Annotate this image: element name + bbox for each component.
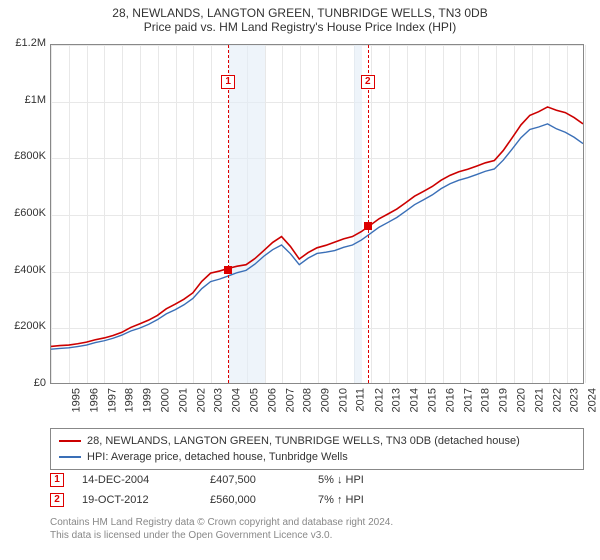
marker-line [228, 45, 229, 383]
legend-box: 28, NEWLANDS, LANGTON GREEN, TUNBRIDGE W… [50, 428, 584, 470]
marker-dot [364, 222, 372, 230]
y-axis-label: £800K [0, 150, 46, 162]
sale-rows: 1 14-DEC-2004 £407,500 5% ↓ HPI 2 19-OCT-2012… [50, 470, 584, 510]
series-property [51, 107, 583, 346]
chart-container: 28, NEWLANDS, LANGTON GREEN, TUNBRIDGE W… [0, 0, 600, 560]
x-axis-label: 1997 [106, 388, 118, 412]
x-axis-label: 1998 [124, 388, 136, 412]
sale-hpi-delta: 7% ↑ HPI [318, 494, 408, 506]
x-axis-label: 2011 [354, 388, 366, 412]
legend-label: HPI: Average price, detached house, Tunb… [87, 451, 348, 463]
x-axis-label: 2015 [426, 388, 438, 412]
marker-label-box: 2 [361, 75, 375, 89]
title-block: 28, NEWLANDS, LANGTON GREEN, TUNBRIDGE W… [0, 0, 600, 36]
legend-swatch [59, 440, 81, 442]
x-axis-label: 2010 [337, 388, 349, 412]
legend-item: HPI: Average price, detached house, Tunb… [59, 449, 575, 465]
x-axis-label: 1995 [70, 388, 82, 412]
y-axis-label: £600K [0, 207, 46, 219]
line-series-svg [51, 45, 583, 383]
x-axis-label: 2006 [266, 388, 278, 412]
y-axis-label: £200K [0, 320, 46, 332]
marker-label-box: 1 [221, 75, 235, 89]
y-axis-label: £0 [0, 377, 46, 389]
x-axis-label: 2023 [569, 388, 581, 412]
chart-title-line1: 28, NEWLANDS, LANGTON GREEN, TUNBRIDGE W… [0, 6, 600, 20]
sale-marker-box: 1 [50, 473, 64, 487]
x-axis-label: 2012 [373, 388, 385, 412]
x-axis-label: 2009 [320, 388, 332, 412]
x-axis-label: 2004 [231, 388, 243, 412]
x-axis-label: 2019 [498, 388, 510, 412]
series-hpi [51, 124, 583, 349]
x-axis-label: 1999 [142, 388, 154, 412]
sale-date: 14-DEC-2004 [82, 474, 192, 486]
sale-price: £407,500 [210, 474, 300, 486]
x-axis-label: 2007 [284, 388, 296, 412]
marker-dot [224, 266, 232, 274]
x-axis-label: 2021 [533, 388, 545, 412]
x-axis-label: 2020 [515, 388, 527, 412]
sale-date: 19-OCT-2012 [82, 494, 192, 506]
plot-area: 12 [50, 44, 584, 384]
footer-attribution: Contains HM Land Registry data © Crown c… [50, 516, 584, 542]
legend-swatch [59, 456, 81, 458]
x-axis-label: 2008 [302, 388, 314, 412]
sale-marker-box: 2 [50, 493, 64, 507]
x-axis-label: 2000 [159, 388, 171, 412]
x-axis-label: 2003 [213, 388, 225, 412]
x-axis-label: 2018 [480, 388, 492, 412]
y-axis-label: £400K [0, 264, 46, 276]
footer-line2: This data is licensed under the Open Gov… [50, 529, 584, 542]
x-axis-label: 2017 [462, 388, 474, 412]
x-axis-label: 2014 [409, 388, 421, 412]
x-axis-label: 2022 [551, 388, 563, 412]
chart-title-line2: Price paid vs. HM Land Registry's House … [0, 20, 600, 34]
y-axis-label: £1M [0, 94, 46, 106]
legend-item: 28, NEWLANDS, LANGTON GREEN, TUNBRIDGE W… [59, 433, 575, 449]
sale-row: 1 14-DEC-2004 £407,500 5% ↓ HPI [50, 470, 584, 490]
sale-row: 2 19-OCT-2012 £560,000 7% ↑ HPI [50, 490, 584, 510]
x-axis-label: 2024 [587, 388, 599, 412]
sale-price: £560,000 [210, 494, 300, 506]
marker-line [368, 45, 369, 383]
x-axis-label: 2002 [195, 388, 207, 412]
y-axis-label: £1.2M [0, 37, 46, 49]
x-axis-label: 2005 [248, 388, 260, 412]
x-axis-label: 2013 [391, 388, 403, 412]
x-axis-label: 1996 [88, 388, 100, 412]
sale-hpi-delta: 5% ↓ HPI [318, 474, 408, 486]
x-axis-label: 2001 [177, 388, 189, 412]
footer-line1: Contains HM Land Registry data © Crown c… [50, 516, 584, 529]
legend-label: 28, NEWLANDS, LANGTON GREEN, TUNBRIDGE W… [87, 435, 520, 447]
gridline-v [585, 45, 586, 383]
x-axis-label: 2016 [444, 388, 456, 412]
